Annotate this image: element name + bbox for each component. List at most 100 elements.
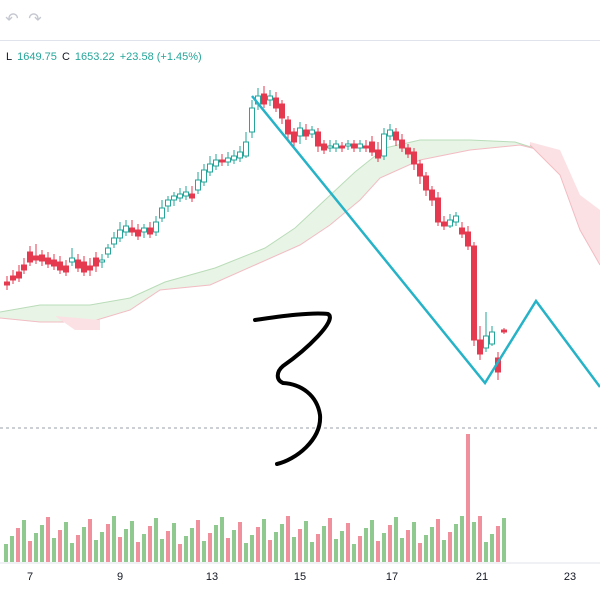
volume-bar <box>334 539 338 562</box>
volume-bar <box>70 543 74 562</box>
cloud-span-a <box>0 139 541 313</box>
volume-bar <box>238 522 242 562</box>
candle-body <box>369 141 375 153</box>
handwritten-annotation-3 <box>253 311 332 466</box>
volume-bar <box>208 533 212 562</box>
candle <box>459 222 465 238</box>
candle-body <box>21 264 27 271</box>
candle <box>279 100 285 124</box>
volume-bar <box>370 520 374 562</box>
volume-bar <box>256 527 260 562</box>
x-tick-label: 17 <box>386 571 398 583</box>
candle-body <box>159 207 165 219</box>
candle <box>219 154 225 166</box>
candle-body <box>285 119 291 135</box>
volume-bar <box>202 541 206 562</box>
volume-bar <box>136 542 140 562</box>
candle <box>363 140 369 152</box>
candle <box>405 144 411 158</box>
candle <box>159 200 165 222</box>
volume-bar <box>34 533 38 562</box>
volume-bar <box>244 543 248 562</box>
candle-body <box>45 257 51 265</box>
candle-body <box>39 254 45 262</box>
candle-body <box>4 281 10 286</box>
candle <box>165 196 171 212</box>
volume-bar <box>184 536 188 562</box>
candle <box>195 172 201 194</box>
candle <box>315 128 321 152</box>
x-tick-label: 21 <box>476 571 488 583</box>
candle <box>327 140 333 152</box>
volume-bar <box>358 536 362 562</box>
undo-icon[interactable]: ↶ <box>5 9 19 28</box>
x-tick-label: 15 <box>294 571 306 583</box>
candle-body <box>423 175 429 191</box>
candle-body <box>93 257 99 267</box>
close-value: 1653.22 <box>74 51 115 63</box>
candle <box>417 160 423 184</box>
candle <box>4 276 10 290</box>
volume-bar <box>250 535 254 562</box>
candle-body <box>63 265 69 273</box>
volume-bar <box>478 516 482 562</box>
candle <box>429 186 435 206</box>
volume-bar <box>376 541 380 562</box>
candle <box>291 128 297 148</box>
chart-toolbar: ↶ ↷ <box>0 0 600 41</box>
volume-bar <box>394 517 398 562</box>
candle-body <box>417 163 423 177</box>
volume-bar <box>454 524 458 562</box>
candle <box>477 326 483 360</box>
candle <box>189 186 195 202</box>
volume-bar <box>448 532 452 562</box>
volume-bar <box>232 530 236 562</box>
candle-body <box>471 245 477 341</box>
volume-bar <box>286 516 290 562</box>
volume-bar <box>16 528 20 562</box>
candle-body <box>189 193 195 199</box>
x-tick-label: 13 <box>206 571 218 583</box>
volume-bar <box>364 528 368 562</box>
candle-body <box>483 335 489 349</box>
volume-bar <box>382 533 386 562</box>
candle-body <box>357 143 363 149</box>
candle-body <box>195 179 201 191</box>
volume-bar <box>154 518 158 562</box>
candle-body <box>27 251 33 263</box>
candle <box>75 254 81 272</box>
candle <box>351 140 357 152</box>
candle-body <box>291 131 297 143</box>
candle-body <box>375 149 381 159</box>
candle-body <box>129 227 135 233</box>
volume-bar <box>268 540 272 562</box>
cloud-span-b-future <box>529 144 600 266</box>
volume-bar <box>298 529 302 562</box>
change-value: +23.58 (+1.45%) <box>119 51 202 63</box>
volume-bar <box>22 520 26 562</box>
ichimoku-cloud <box>0 139 600 330</box>
candle-body <box>51 259 57 267</box>
candle-body <box>315 131 321 147</box>
candle-body <box>345 143 351 147</box>
candle-body <box>303 129 309 137</box>
volume-bar <box>64 522 68 562</box>
cloud-span-b <box>0 144 541 323</box>
redo-icon[interactable]: ↷ <box>28 9 42 28</box>
candle <box>135 224 141 240</box>
candle <box>423 172 429 196</box>
candle-body <box>327 145 333 149</box>
volume-bar <box>412 522 416 562</box>
low-value: 1649.75 <box>17 51 57 63</box>
volume-bar <box>292 537 296 562</box>
trend-line-drawing[interactable] <box>251 95 600 388</box>
candle-body <box>99 259 105 263</box>
volume-bar <box>40 525 44 562</box>
candle-body <box>501 329 507 333</box>
volume-bar <box>418 543 422 562</box>
candle-body <box>435 197 441 223</box>
candle <box>249 100 255 138</box>
low-key: L <box>6 51 13 63</box>
candle-body <box>441 221 447 227</box>
